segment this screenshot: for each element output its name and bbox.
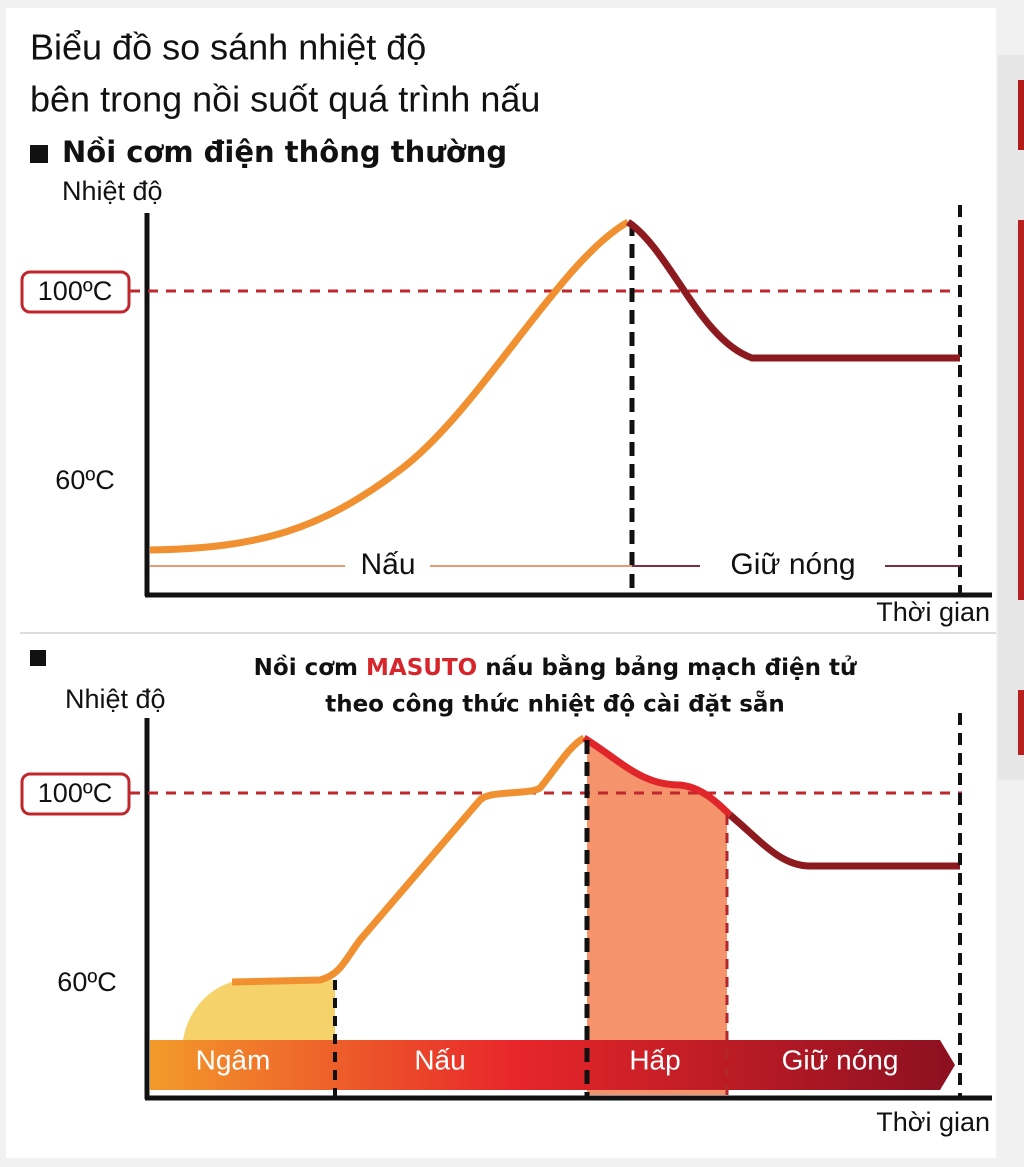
- temperature-curve: [582, 735, 733, 818]
- y-label: Nhiệt độ: [62, 176, 163, 206]
- stage-label: Hấp: [629, 1044, 680, 1075]
- side-image: [1018, 220, 1024, 600]
- stage-label: Nấu: [360, 548, 415, 581]
- stage-label: Ngâm: [196, 1044, 271, 1075]
- bullet: [30, 145, 48, 163]
- heading-part: nấu bằng bảng mạch điện tử: [485, 654, 857, 681]
- y-mark: 100ºC: [38, 276, 112, 306]
- side-accent: [1018, 80, 1024, 150]
- title: Biểu đồ so sánh nhiệt độ: [30, 27, 426, 68]
- card: [6, 8, 996, 1158]
- stage-band: [150, 1040, 955, 1090]
- stage-label: Giữ nóng: [730, 548, 855, 581]
- label-box: [20, 772, 131, 816]
- side-button: [1018, 690, 1024, 755]
- bullet: [30, 650, 46, 666]
- y-label: Nhiệt độ: [65, 684, 166, 714]
- temperature-curve: [727, 812, 960, 870]
- y-mark: 100ºC: [38, 778, 112, 808]
- heading: Nồi cơm điện thông thường: [62, 135, 507, 169]
- brand: MASUTO: [366, 655, 477, 681]
- x-label: Thời gian: [876, 597, 990, 627]
- label-box: [20, 270, 131, 314]
- soak-area: [183, 980, 335, 1040]
- temperature-curve: [149, 218, 630, 554]
- stage-label: Nấu: [414, 1044, 465, 1075]
- steam-area: [587, 740, 727, 1095]
- heading-part: Nồi cơm: [254, 654, 358, 681]
- heading: Nồi cơm MASUTO nấu bằng bảng mạch điện tử: [254, 654, 857, 681]
- temperature-curve: [231, 734, 586, 986]
- heading: theo công thức nhiệt độ cài đặt sẵn: [325, 691, 785, 718]
- x-label: Thời gian: [876, 1107, 990, 1137]
- stage-label: Giữ nóng: [782, 1044, 899, 1075]
- y-mark: 60ºC: [57, 967, 116, 997]
- title: bên trong nồi suốt quá trình nấu: [30, 79, 540, 120]
- y-mark: 60ºC: [55, 465, 114, 495]
- temperature-curve: [625, 219, 960, 362]
